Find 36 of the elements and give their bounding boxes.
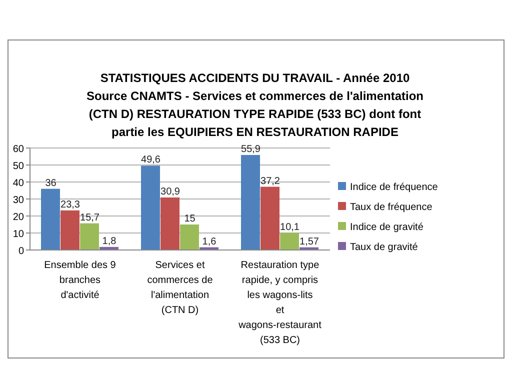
legend-label: Indice de fréquence (350, 182, 438, 193)
bar (160, 197, 180, 250)
y-tick-label: 30 (12, 195, 24, 206)
data-label: 23,3 (60, 199, 80, 210)
bar (80, 223, 99, 250)
y-tick-label: 50 (12, 161, 24, 172)
bar (60, 210, 80, 250)
y-tick-label: 10 (12, 229, 24, 240)
data-label: 37,2 (260, 176, 280, 187)
data-label: 1,6 (202, 236, 217, 248)
data-label: 10,1 (280, 222, 300, 233)
data-label: 49,6 (141, 154, 161, 166)
data-label: 15,7 (80, 212, 100, 224)
data-label: 55,9 (241, 144, 261, 155)
bar (41, 188, 60, 250)
x-tick-label: Ensemble des 9 branches d'activité (44, 260, 116, 301)
data-label: 30,9 (160, 186, 180, 198)
data-label: 1,8 (102, 236, 117, 247)
legend-label: Taux de fréquence (350, 202, 433, 213)
data-label: 36 (45, 178, 57, 189)
bar (280, 232, 299, 250)
y-tick-label: 0 (18, 246, 24, 257)
x-tick-label: Services et commerces de l'alimentation (CTN D) (147, 260, 214, 316)
y-tick-label: 40 (12, 178, 24, 189)
chart-title: STATISTIQUES ACCIDENTS DU TRAVAIL - Année 2010 Source CNAMTS - Services et commerces de l'alimentation (CTN D) RESTAURATION TYPE RAPIDE (533 BC) dont font partie les EQUIPIERS EN RESTAURATION RAPIDE (86, 71, 424, 139)
bar (180, 224, 199, 250)
legend-label: Taux de gravité (350, 242, 418, 253)
y-tick-label: 60 (12, 144, 24, 155)
y-tick-label: 20 (12, 212, 24, 223)
bar (260, 186, 280, 250)
x-tick-label: Restauration type rapide, y compris les wagons-lits et wagons-restaurant (533 BC) (238, 260, 322, 346)
data-label: 15 (184, 214, 196, 224)
bar (141, 166, 160, 250)
bar (241, 154, 260, 250)
data-label: 1,57 (300, 236, 320, 248)
legend-label: Indice de gravité (350, 222, 424, 233)
